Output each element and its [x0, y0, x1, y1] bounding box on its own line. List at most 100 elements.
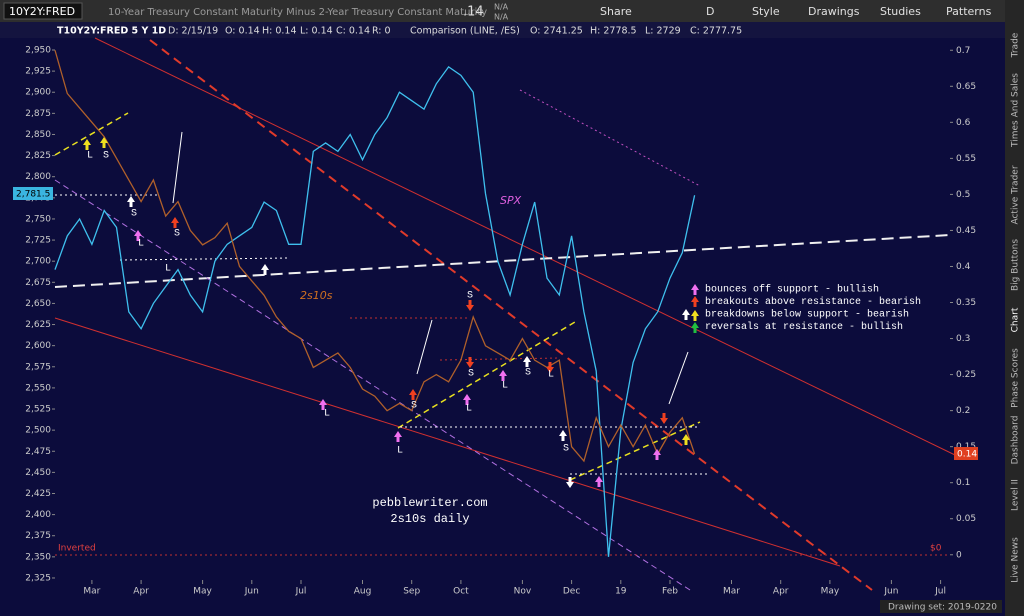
signal-label: S [563, 444, 569, 455]
x-tick-label: May [821, 587, 840, 597]
sidebar-tab[interactable]: Chart [1011, 307, 1021, 332]
status-bar [0, 598, 1005, 616]
sidebar-tab[interactable]: Big Buttons [1011, 239, 1021, 291]
pointer [416, 319, 433, 375]
symbol-box[interactable] [3, 2, 83, 20]
y2-tick-label: 0.45 [956, 226, 976, 236]
signal-arrow [463, 394, 471, 405]
x-tick-label: Mar [83, 587, 100, 597]
series-line [54, 65, 696, 557]
toolbar-button[interactable]: Share [600, 5, 632, 18]
y-tick-label: 2,675 [25, 278, 51, 288]
x-tick-label: May [193, 587, 212, 597]
y2-tick-label: 0.25 [956, 370, 976, 380]
sidebar-tab[interactable]: Active Trader [1011, 165, 1021, 224]
percent-change: N/A [494, 13, 509, 22]
y-tick-label: 2,600 [25, 341, 51, 351]
y-tick-label: 2,425 [25, 489, 51, 499]
signal-label: L [502, 381, 508, 392]
plot: 2,325 2,350 2,375 2,400 2,425 2,450 2,475 2,500… [25, 45, 976, 596]
toolbar-button[interactable]: Style [752, 5, 780, 18]
y2-tick-label: 0.65 [956, 82, 976, 92]
signal-arrow [546, 362, 554, 373]
inverted-label: Inverted [58, 544, 96, 554]
header-item: R: 0 [372, 26, 391, 37]
change: N/A [494, 3, 509, 12]
x-tick-label: Jul [295, 587, 307, 597]
legend-text: bounces off support - bullish [705, 284, 879, 296]
y-tick-label: 2,725 [25, 236, 51, 246]
sidebar-tab[interactable]: Dashboard [1011, 416, 1021, 465]
pointer [172, 131, 183, 204]
y-tick-label: 2,700 [25, 257, 51, 267]
level [119, 257, 291, 261]
y2-tick-label: 0.4 [956, 262, 971, 272]
toolbar-button[interactable]: Drawings [808, 5, 860, 18]
signal-label: S [103, 151, 109, 162]
sidebar-tab[interactable]: Trade [1011, 32, 1021, 58]
signal-label: L [87, 151, 93, 162]
header-item: Comparison (LINE, /ES) [410, 26, 520, 37]
signal-label: L [397, 446, 403, 457]
x-tick-label: Oct [453, 587, 469, 597]
signal-label: S [411, 401, 417, 412]
x-tick-label: Jul [934, 587, 946, 597]
trendline [569, 421, 701, 481]
signal-arrow [660, 413, 668, 424]
pointer [668, 351, 689, 405]
y2-tick-label: 0.2 [956, 406, 970, 416]
y2-tick-label: 0.05 [956, 514, 976, 524]
trendline [54, 112, 129, 156]
signal-arrow [134, 230, 142, 241]
header-item: D: 2/15/19 [168, 26, 218, 37]
drawing-set: Drawing set: 2019-0220 [888, 603, 997, 613]
y-tick-label: 2,925 [25, 67, 51, 77]
level [439, 357, 561, 361]
sidebar [1005, 0, 1024, 616]
y2-tick-label: 0.6 [956, 118, 971, 128]
site: pebblewriter.com [372, 496, 487, 510]
sidebar-tab[interactable]: Times And Sales [1011, 73, 1021, 148]
signal-arrow [83, 139, 91, 150]
x-tick-label: Sep [403, 587, 420, 597]
sidebar-tab[interactable]: Live News [1011, 537, 1021, 583]
y-tick-label: 2,350 [25, 552, 51, 562]
signal-arrow [100, 137, 108, 148]
signal-label: L [324, 409, 330, 420]
signal-label: S [131, 209, 137, 220]
x-tick-label: Nov [514, 587, 532, 597]
toolbar-button[interactable]: Studies [880, 5, 921, 18]
toolbar-button[interactable]: D [706, 5, 714, 18]
y-tick-label: 2,400 [25, 510, 51, 520]
y-tick-label: 2,750 [25, 214, 51, 224]
signal-arrow [691, 296, 699, 307]
sidebar-tab[interactable]: Level II [1011, 479, 1021, 511]
trendline [149, 39, 873, 591]
toolbar-buttons: Share D Style Drawings Studies Patterns [600, 5, 992, 18]
symbol[interactable]: 10Y2Y:FRED [9, 5, 75, 18]
signal-label: L [548, 370, 554, 381]
y2-tick-label: 0.7 [956, 46, 970, 56]
signal-label: L [165, 264, 171, 275]
x-tick-label: Jun [883, 587, 898, 597]
y2-tick-label: 0.35 [956, 298, 976, 308]
zero-label: $0 [930, 544, 942, 554]
header-item: O: 2741.25 [530, 26, 583, 37]
signal-arrow [653, 449, 661, 460]
signal-label: S [467, 291, 473, 302]
price-bubble-text: 0.14 [957, 450, 977, 460]
header-item: H: 2778.5 [590, 26, 637, 37]
signal-arrow [691, 322, 699, 333]
x-tick-label: 19 [615, 587, 627, 597]
sidebar-tab[interactable]: Phase Scores [1011, 348, 1021, 408]
y-tick-label: 2,950 [25, 45, 51, 55]
toolbar-button[interactable]: Patterns [946, 5, 992, 18]
price-bubble [13, 187, 53, 200]
signal-arrow [682, 434, 690, 445]
signal-arrow [523, 356, 531, 367]
signal-arrow [171, 217, 179, 228]
signal-arrow [691, 284, 699, 295]
y-tick-label: 2,875 [25, 109, 51, 119]
header-item: L: 0.14 [300, 26, 333, 37]
